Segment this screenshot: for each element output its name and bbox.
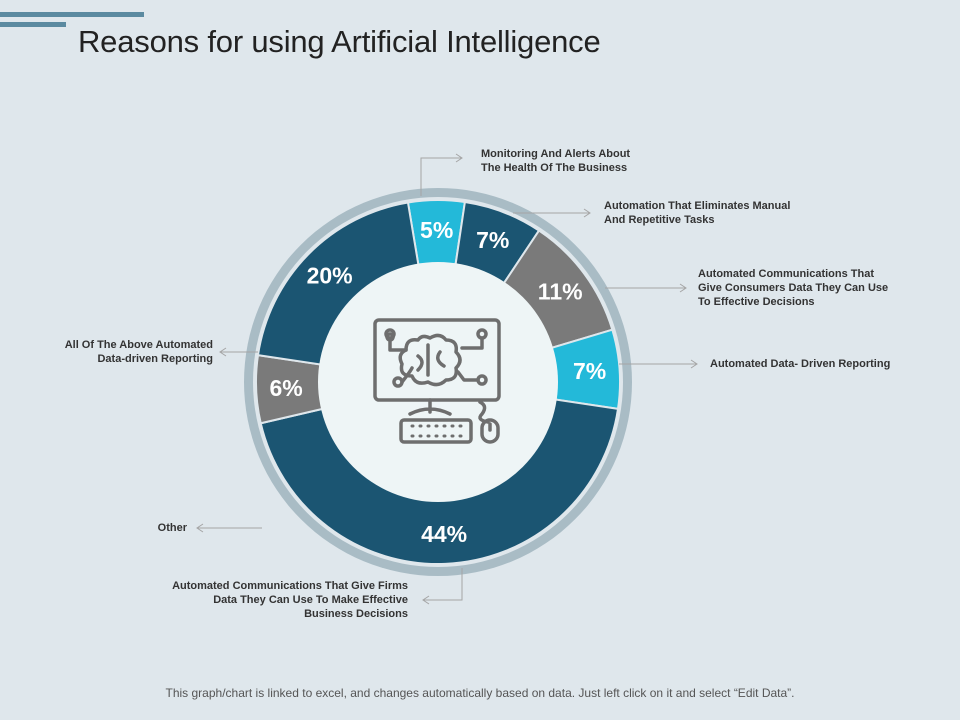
slice-label-2: 11% [538,279,583,305]
center-disc [318,262,558,502]
callout-monitoring-line-1: Monitoring And Alerts About [481,148,631,160]
callout-automation-line-1: Automation That Eliminates Manual [604,200,791,212]
callout-other: Other [158,521,187,535]
callout-arrowheads [196,153,698,605]
slice-label-3: 7% [573,358,606,384]
callout-monitoring-line-2: The Health Of The Business [481,162,628,174]
slice-label-6: 20% [307,262,353,288]
callout-connectors [197,157,697,601]
callout-firms: Automated Communications That Give Firms… [172,579,408,621]
slice-label-1: 7% [476,227,509,253]
callout-firms-line-2: Data They Can Use To Make Effective [213,594,408,606]
page-title: Reasons for using Artificial Intelligenc… [78,24,601,59]
callout-monitoring: Monitoring And Alerts About The Health O… [481,147,630,175]
callout-consumers-line-3: To Effective Decisions [698,296,815,308]
slice-label-0: 5% [420,217,453,243]
connector-monitoring [420,157,462,196]
accent-bar-bottom [0,22,66,27]
callout-all-above: All Of The Above Automated Data-driven R… [65,338,213,366]
callout-reporting: Automated Data- Driven Reporting [710,357,890,371]
callout-all-above-line-2: Data-driven Reporting [97,353,213,365]
callout-reporting-line-1: Automated Data- Driven Reporting [710,358,891,370]
callout-other-line-1: Other [157,522,187,534]
slice-label-4: 44% [421,521,467,547]
connector-firms [423,568,463,601]
ai-computer-icon [373,318,501,444]
accent-bar-top [0,12,144,17]
callout-firms-line-3: Business Decisions [304,608,408,620]
callout-automation: Automation That Eliminates Manual And Re… [604,199,790,227]
callout-consumers-line-1: Automated Communications That [698,268,875,280]
slice-label-5: 6% [269,375,302,401]
callout-firms-line-1: Automated Communications That Give Firms [172,580,408,592]
callout-consumers-line-2: Give Consumers Data They Can Use [698,282,889,294]
callout-consumers: Automated Communications That Give Consu… [698,267,888,309]
callout-all-above-line-1: All Of The Above Automated [64,339,213,351]
callout-automation-line-2: And Repetitive Tasks [604,214,715,226]
footer-note: This graph/chart is linked to excel, and… [165,686,795,700]
